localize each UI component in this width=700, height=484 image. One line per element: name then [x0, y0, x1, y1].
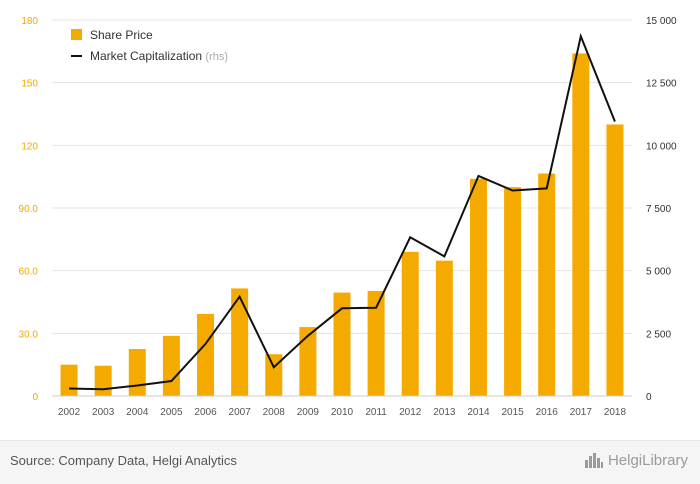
left-tick-label: 180	[21, 16, 38, 27]
x-tick-label: 2009	[297, 407, 320, 418]
bar	[606, 124, 623, 396]
bar-series-share-price	[61, 53, 624, 396]
bar	[538, 174, 555, 396]
legend-swatch-share-price	[71, 29, 82, 40]
bar	[61, 365, 78, 396]
legend-label-share-price: Share Price	[90, 28, 153, 42]
left-tick-label: 120	[21, 141, 38, 152]
x-tick-label: 2004	[126, 407, 149, 418]
x-tick-label: 2015	[501, 407, 524, 418]
right-axis: 0 2 500 5 000 7 500 10 000 12 500 15 000	[646, 16, 677, 403]
source-note: Source: Company Data, Helgi Analytics	[10, 453, 237, 468]
bar	[436, 261, 453, 396]
left-tick-label: 30.0	[19, 329, 39, 340]
bar	[129, 349, 146, 396]
bar	[163, 336, 180, 396]
left-tick-label: 150	[21, 79, 38, 90]
x-tick-label: 2007	[229, 407, 252, 418]
x-tick-label: 2018	[604, 407, 627, 418]
x-axis: 2002 2003 2004 2005 2006 2007 2008 2009 2010 2011…	[52, 396, 632, 418]
x-tick-label: 2016	[536, 407, 559, 418]
x-tick-label: 2005	[160, 407, 183, 418]
x-tick-label: 2003	[92, 407, 115, 418]
left-axis: 0 30.0 60.0 90.0 120 150 180	[19, 16, 39, 403]
x-tick-label: 2017	[570, 407, 593, 418]
legend-label-market-cap: Market Capitalization (rhs)	[90, 49, 228, 63]
bar	[572, 53, 589, 396]
helgi-skyline-icon	[584, 451, 604, 469]
left-tick-label: 0	[32, 392, 38, 403]
right-tick-label: 0	[646, 392, 652, 403]
x-tick-label: 2014	[467, 407, 490, 418]
bar	[402, 252, 419, 396]
x-tick-label: 2013	[433, 407, 456, 418]
left-tick-label: 90.0	[19, 204, 39, 215]
footer: Source: Company Data, Helgi Analytics He…	[0, 440, 700, 484]
right-tick-label: 10 000	[646, 141, 677, 152]
right-tick-label: 12 500	[646, 79, 677, 90]
x-tick-label: 2011	[365, 407, 387, 418]
x-tick-label: 2002	[58, 407, 81, 418]
bar	[95, 366, 112, 396]
x-tick-label: 2006	[194, 407, 217, 418]
brand-logo: HelgiLibrary	[584, 451, 688, 469]
chart: 0 30.0 60.0 90.0 120 150 180 0 2 500 5 000 7 500 1…	[0, 0, 700, 440]
bar	[504, 187, 521, 396]
x-tick-label: 2008	[263, 407, 286, 418]
right-tick-label: 2 500	[646, 329, 671, 340]
x-tick-label: 2010	[331, 407, 354, 418]
bar	[470, 179, 487, 396]
brand-name: HelgiLibrary	[608, 452, 688, 469]
x-tick-label: 2012	[399, 407, 422, 418]
right-tick-label: 15 000	[646, 16, 677, 27]
right-tick-label: 7 500	[646, 204, 671, 215]
right-tick-label: 5 000	[646, 267, 671, 278]
bar	[299, 327, 316, 396]
legend: Share Price Market Capitalization (rhs)	[71, 28, 228, 63]
left-tick-label: 60.0	[19, 267, 39, 278]
bar	[197, 314, 214, 396]
